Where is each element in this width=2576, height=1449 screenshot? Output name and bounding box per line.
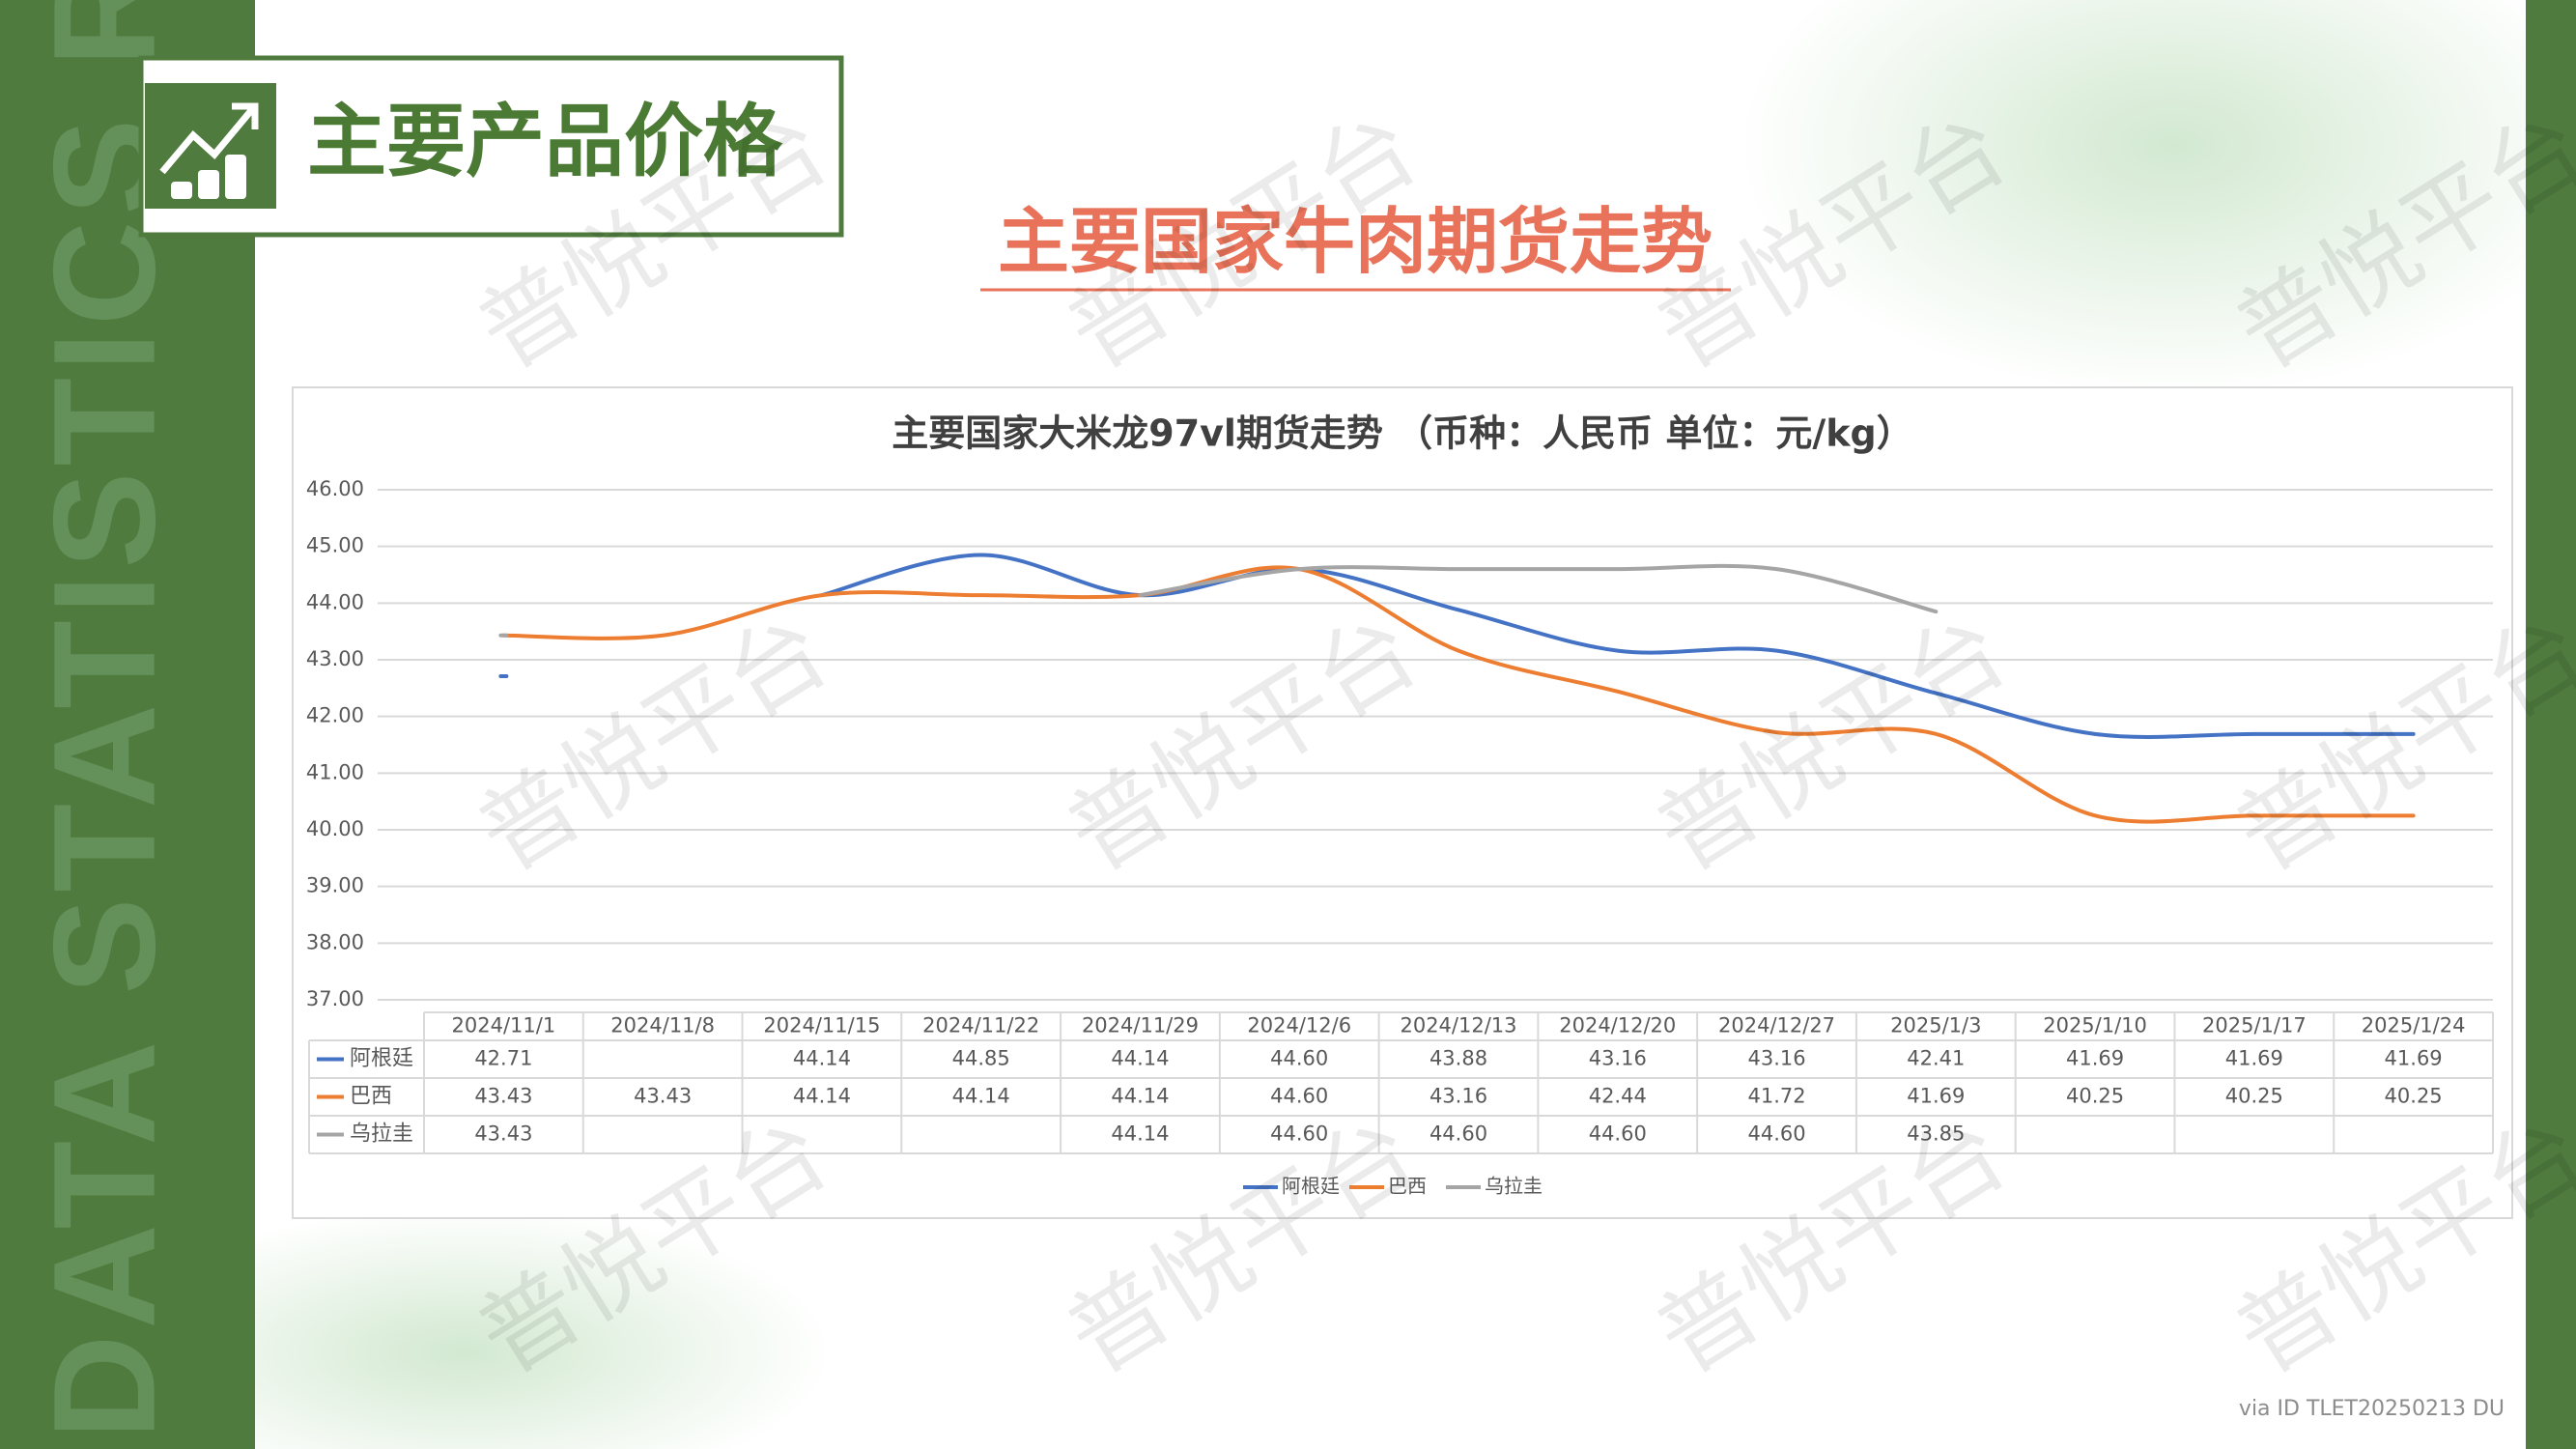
decoration <box>97 1208 831 1449</box>
table-value: 43.43 <box>474 1122 532 1146</box>
table-value: 44.14 <box>793 1047 851 1070</box>
y-tick-label: 42.00 <box>306 704 364 727</box>
legend-label: 阿根廷 <box>1282 1175 1340 1198</box>
table-value: 41.69 <box>2225 1047 2283 1070</box>
sidebar <box>0 0 255 1449</box>
table-value: 43.43 <box>634 1085 692 1108</box>
table-value: 44.60 <box>1430 1122 1487 1146</box>
chart-frame <box>292 386 2513 1219</box>
table-value: 44.85 <box>952 1047 1010 1070</box>
y-tick-label: 39.00 <box>306 874 364 897</box>
y-tick-label: 41.00 <box>306 760 364 783</box>
x-tick-label: 2024/11/15 <box>763 1014 880 1037</box>
legend-label: 乌拉圭 <box>1485 1175 1543 1198</box>
table-value: 42.44 <box>1589 1085 1647 1108</box>
table-value: 41.72 <box>1747 1085 1805 1108</box>
table-value: 41.69 <box>2385 1047 2443 1070</box>
icon-coins <box>171 155 246 199</box>
table-value: 44.60 <box>1270 1122 1328 1146</box>
y-tick-label: 43.00 <box>306 647 364 670</box>
table-value: 44.14 <box>1111 1085 1169 1108</box>
y-tick-label: 37.00 <box>306 987 364 1010</box>
table-value: 40.25 <box>2066 1085 2124 1108</box>
series-line <box>498 553 2416 739</box>
x-tick-label: 2025/1/17 <box>2202 1014 2307 1037</box>
y-tick-label: 45.00 <box>306 534 364 557</box>
subtitle: 主要国家牛肉期货走势 <box>998 201 1713 284</box>
y-tick-label: 40.00 <box>306 817 364 840</box>
table-value: 44.14 <box>1111 1122 1169 1146</box>
table-value: 43.16 <box>1430 1085 1487 1108</box>
x-tick-label: 2024/11/8 <box>610 1014 715 1037</box>
x-tick-label: 2024/12/27 <box>1718 1014 1835 1037</box>
x-tick-label: 2024/11/22 <box>922 1014 1039 1037</box>
x-tick-label: 2024/11/1 <box>452 1014 556 1037</box>
table-value: 40.25 <box>2385 1085 2443 1108</box>
data-table: 2024/11/1 2024/11/8 2024/11/15 2024/11/22 20… <box>308 1011 2494 1154</box>
series-line <box>498 563 1939 638</box>
x-tick-label: 2024/12/20 <box>1559 1014 1676 1037</box>
decoration <box>1739 0 2576 396</box>
table-value: 43.16 <box>1747 1047 1805 1070</box>
table-series-name: 乌拉圭 <box>350 1122 413 1147</box>
table-value: 43.88 <box>1430 1047 1487 1070</box>
legend-label: 巴西 <box>1388 1175 1427 1198</box>
x-tick-label: 2025/1/10 <box>2043 1014 2147 1037</box>
table-value: 42.71 <box>474 1047 532 1070</box>
sidebar-text: DATA STATISTICS REPORT <box>23 0 185 1439</box>
table-value: 44.60 <box>1589 1122 1647 1146</box>
y-tick-label: 44.00 <box>306 590 364 613</box>
icon-arrow <box>159 102 259 175</box>
y-tick-label: 46.00 <box>306 477 364 500</box>
table-value: 40.25 <box>2225 1085 2283 1108</box>
table-value: 44.14 <box>1111 1047 1169 1070</box>
footer: via ID TLET20250213 DU <box>2239 1397 2505 1421</box>
x-tick-label: 2024/11/29 <box>1082 1014 1199 1037</box>
table-value: 42.41 <box>1907 1047 1965 1070</box>
x-tick-label: 2025/1/3 <box>1890 1014 1981 1037</box>
right-band <box>2526 0 2576 1449</box>
table-value: 44.60 <box>1747 1122 1805 1146</box>
y-tick-label: 38.00 <box>306 930 364 953</box>
table-value: 41.69 <box>2066 1047 2124 1070</box>
table-value: 44.60 <box>1270 1047 1328 1070</box>
table-value: 44.14 <box>952 1085 1010 1108</box>
table-series-name: 巴西 <box>350 1085 392 1109</box>
x-tick-label: 2024/12/6 <box>1247 1014 1351 1037</box>
header-title: 主要产品价格 <box>307 96 783 187</box>
table-value: 43.85 <box>1907 1122 1965 1146</box>
table-value: 43.16 <box>1589 1047 1647 1070</box>
table-value: 41.69 <box>1907 1085 1965 1108</box>
chart-title: 主要国家大米龙97vl期货走势 （币种：人民币 单位：元/kg） <box>892 412 1913 455</box>
legend: 阿根廷 巴西 乌拉圭 <box>1243 1175 1543 1198</box>
x-tick-label: 2025/1/24 <box>2362 1014 2466 1037</box>
table-value: 43.43 <box>474 1085 532 1108</box>
chart: 37.00 38.00 39.00 40.00 41.00 42.00 43.00 44.00… <box>306 477 2494 1198</box>
series-line <box>501 565 2416 824</box>
table-series-name: 阿根廷 <box>350 1047 413 1071</box>
x-tick-label: 2024/12/13 <box>1400 1014 1516 1037</box>
table-value: 44.14 <box>793 1085 851 1108</box>
table-value: 44.60 <box>1270 1085 1328 1108</box>
